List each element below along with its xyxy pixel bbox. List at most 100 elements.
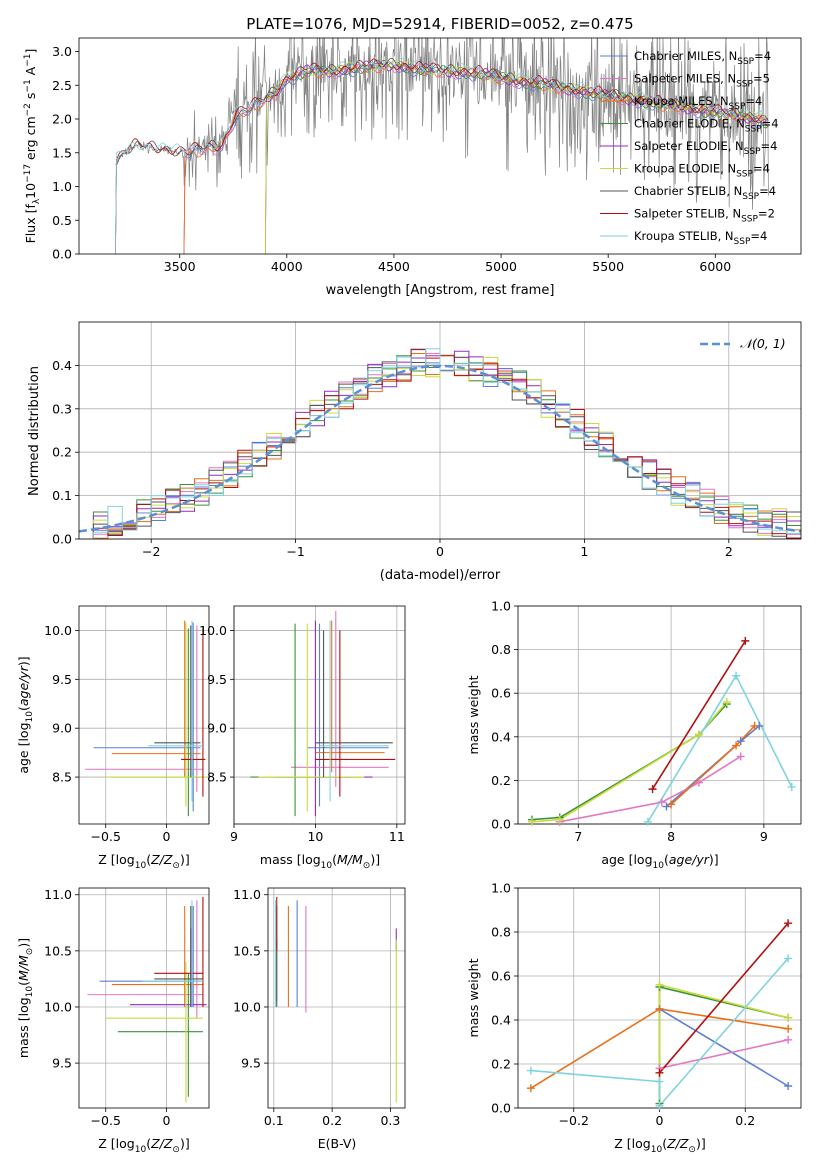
y-tick-label: 10.5 (233, 943, 261, 958)
mass-vs-metallicity-panel: −0.5 0 9.5 10.0 10.5 11.0 Z [log10(Z/Z⊙)] mass … (16, 887, 210, 1155)
mass-weight-marker (736, 737, 745, 746)
mass-weight-marker (784, 1035, 793, 1044)
model-spectrum (183, 62, 769, 254)
mass-weight-line (658, 985, 789, 1104)
x-tick-label: −0.5 (91, 829, 121, 844)
axes-frame (78, 37, 802, 255)
x-tick-label: −2 (142, 544, 160, 559)
y-tick-label: 0.8 (491, 925, 511, 940)
y-tick-label: 10.0 (233, 999, 261, 1014)
mass-vs-extinction-panel: 0.1 0.2 0.3 9.5 10.0 10.5 11.0 E(B-V) (233, 887, 406, 1151)
mass-weight-marker (784, 1024, 793, 1033)
x-tick-label: 0 (163, 829, 171, 844)
legend-entry: Chabrier MILES, NSSP=4 (634, 49, 771, 67)
plot-area (87, 896, 207, 1103)
y-tick-label: 9.5 (52, 672, 72, 687)
y-tick-label: 2.5 (52, 78, 72, 93)
figure-title: PLATE=1076, MJD=52914, FIBERID=0052, z=0… (246, 15, 633, 33)
mass-weight-marker (784, 954, 793, 963)
x-tick-label: 0.3 (380, 1113, 400, 1128)
model-spectrum (264, 59, 768, 254)
mass-weight-marker (526, 1084, 535, 1093)
mass-weight-marker (662, 802, 671, 811)
x-axis-label: E(B-V) (318, 1136, 357, 1151)
x-tick-label: 10 (307, 829, 323, 844)
y-tick-label: 1.0 (491, 599, 511, 614)
y-tick-label: 1.5 (52, 145, 72, 160)
legend-entry: Salpeter MILES, NSSP=5 (634, 72, 770, 90)
y-tick-label: 0.4 (491, 729, 511, 744)
y-tick-label: 9.5 (207, 672, 227, 687)
mass-weight-line (659, 1008, 789, 1087)
mass-weight-line (651, 640, 746, 790)
y-tick-label: 3.0 (52, 44, 72, 59)
y-tick-label: 9.5 (241, 1056, 261, 1071)
plot-area (531, 640, 793, 823)
x-tick-label: 5500 (592, 259, 624, 274)
y-axis-label: mass [log10(M/M⊙)] (16, 938, 35, 1058)
age-vs-mass-panel: 9 10 11 8.5 9.0 9.5 10.0 mass [log10(M/M⊙)] (199, 605, 406, 871)
x-tick-label: 6000 (699, 259, 731, 274)
legend-entry: Salpeter ELODIE, NSSP=4 (634, 139, 777, 157)
mass-weight-marker (784, 919, 793, 928)
axes-frame (78, 605, 210, 825)
y-tick-label: 11.0 (44, 887, 72, 902)
y-axis-label: age [log10(age/yr)] (16, 656, 35, 773)
mass-weight-line (659, 1039, 789, 1070)
y-tick-label: 11.0 (233, 887, 261, 902)
y-tick-label: 9.5 (52, 1056, 72, 1071)
y-tick-label: 10.0 (44, 999, 72, 1014)
y-tick-label: 0.2 (491, 1057, 511, 1072)
mass-weight-line (647, 674, 793, 823)
mass-weight-marker (694, 778, 703, 787)
axes-frame (78, 887, 210, 1109)
legend-entry: Kroupa STELIB, NSSP=4 (634, 229, 767, 247)
x-tick-label: −1 (286, 544, 304, 559)
mass-weight-line (530, 957, 789, 1108)
x-axis-label: Z [log10(Z/Z⊙)] (614, 1136, 705, 1155)
legend-entry: Kroupa MILES, NSSP=4 (634, 94, 762, 112)
y-tick-label: 0.8 (491, 642, 511, 657)
mass-weight-marker (655, 1077, 664, 1086)
plot-area (250, 610, 396, 817)
x-axis-label: Z [log10(Z/Z⊙)] (98, 1136, 189, 1155)
model-spectrum (115, 57, 769, 254)
mass-weight-marker (655, 1068, 664, 1077)
x-tick-label: 0 (656, 1113, 664, 1128)
x-tick-label: 5000 (485, 259, 517, 274)
mass-weight-marker (526, 1066, 535, 1075)
y-tick-label: 0.6 (491, 686, 511, 701)
x-tick-label: 0.1 (264, 1113, 284, 1128)
x-axis-label: mass [log10(M/M⊙)] (260, 852, 380, 871)
x-tick-label: 7 (574, 829, 582, 844)
y-tick-label: 8.5 (207, 770, 227, 785)
mass-weight-marker (655, 1101, 664, 1110)
y-tick-label: 8.5 (52, 770, 72, 785)
x-axis-label: wavelength [Angstrom, rest frame] (326, 283, 555, 298)
mass-weight-marker (655, 1005, 664, 1013)
y-tick-label: 9.0 (207, 721, 227, 736)
plot-area (275, 896, 397, 1103)
y-axis-label: Normed distribution (27, 366, 42, 496)
x-tick-label: 9 (760, 829, 768, 844)
normal-reference-curve (79, 364, 801, 533)
x-axis-label: Z [log10(Z/Z⊙)] (98, 852, 189, 871)
y-tick-label: 10.0 (199, 623, 227, 638)
x-tick-label: −0.2 (559, 1113, 589, 1128)
plot-area (85, 620, 207, 817)
x-tick-label: 11 (389, 829, 405, 844)
y-axis-label: Flux [fλ10−17 erg cm−2 s−1 A−1] (23, 49, 42, 244)
mass-weight-marker (784, 1082, 793, 1090)
model-spectrum (183, 60, 769, 254)
y-tick-label: 1.0 (52, 179, 72, 194)
mass-weight-marker (643, 817, 652, 826)
model-spectrum (183, 63, 769, 254)
mass-weight-marker (655, 980, 664, 989)
x-tick-label: −0.5 (91, 1113, 121, 1128)
axes-frame (267, 887, 406, 1109)
y-tick-label: 0.4 (52, 358, 72, 373)
mass-weight-marker (736, 752, 745, 761)
y-tick-label: 0.0 (491, 1101, 511, 1116)
x-tick-label: 0 (163, 1113, 171, 1128)
